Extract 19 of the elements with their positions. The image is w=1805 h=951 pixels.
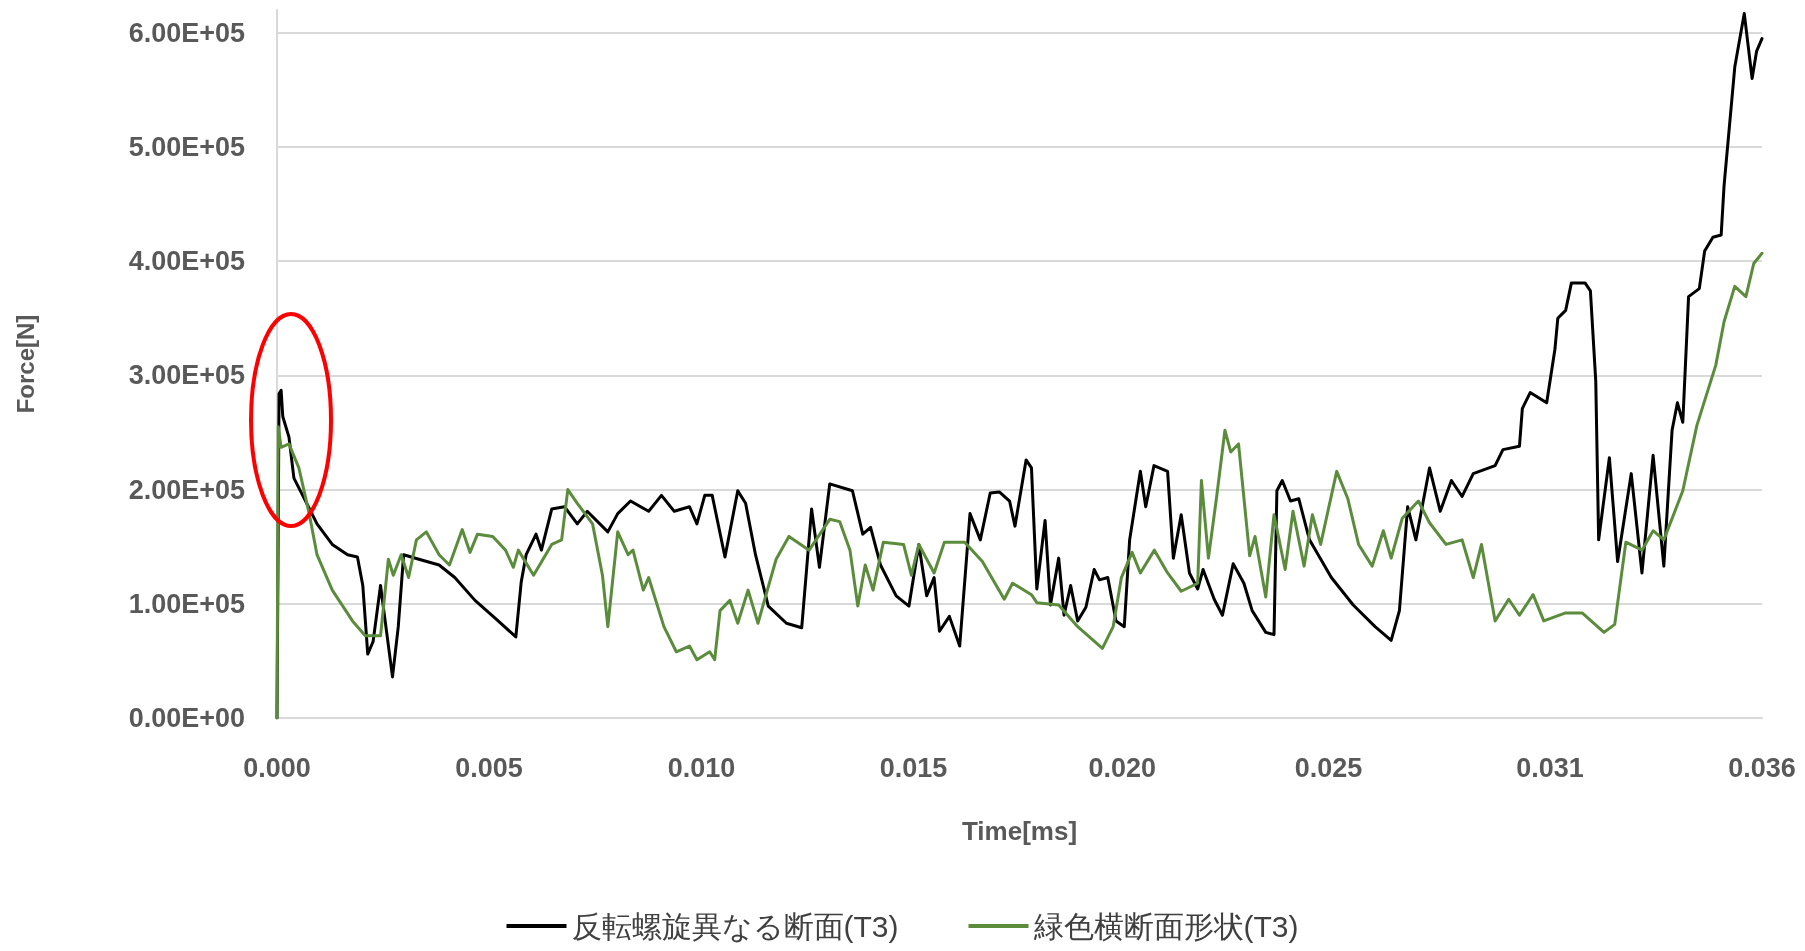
- x-tick-label: 0.000: [243, 752, 311, 783]
- y-tick-label: 6.00E+05: [128, 17, 245, 48]
- y-tick-label: 5.00E+05: [128, 132, 245, 163]
- x-tick-label: 0.031: [1516, 752, 1584, 783]
- y-tick-label: 3.00E+05: [128, 360, 245, 391]
- x-tick-label: 0.025: [1294, 752, 1363, 783]
- x-tick-label: 0.020: [1088, 752, 1156, 783]
- legend-label: 緑色横断面形状(T3): [1032, 909, 1299, 943]
- x-tick-label: 0.005: [455, 752, 523, 783]
- x-tick-label: 0.010: [667, 752, 736, 783]
- x-axis-title: Time[ms]: [961, 816, 1078, 846]
- x-tick-label: 0.015: [879, 752, 948, 783]
- y-tick-label: 2.00E+05: [128, 474, 245, 505]
- legend-label: 反転螺旋異なる断面(T3): [571, 909, 899, 943]
- y-tick-label: 0.00E+00: [128, 703, 245, 733]
- y-tick-label: 4.00E+05: [128, 246, 245, 277]
- y-tick-label: 1.00E+05: [128, 588, 245, 619]
- y-axis-title: Force[N]: [11, 314, 39, 414]
- x-tick-label: 0.036: [1728, 752, 1796, 783]
